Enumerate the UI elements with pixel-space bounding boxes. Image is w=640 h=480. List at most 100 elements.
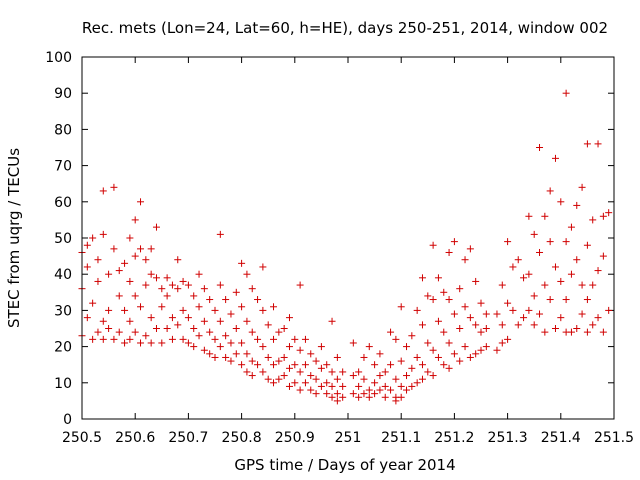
data-point (291, 361, 299, 369)
data-point (280, 325, 288, 332)
y-tick-label: 90 (54, 86, 72, 102)
data-point (83, 314, 91, 322)
data-point (137, 339, 145, 347)
data-point (296, 368, 304, 376)
data-point (477, 328, 485, 336)
data-point (456, 285, 464, 293)
data-point (126, 317, 134, 325)
data-point (599, 212, 607, 220)
data-point (355, 382, 363, 390)
data-point (142, 281, 150, 289)
data-point (349, 390, 357, 398)
data-point (259, 263, 267, 271)
data-point (599, 252, 607, 260)
data-point (152, 223, 160, 231)
data-point (424, 368, 432, 376)
data-point (184, 281, 192, 289)
data-point (296, 281, 304, 289)
data-point (312, 390, 320, 398)
data-point (328, 368, 336, 376)
data-point (466, 314, 474, 322)
data-point (445, 248, 453, 256)
x-tick-label: 250.6 (115, 430, 155, 446)
data-point (429, 241, 437, 249)
x-tick-label: 251.1 (381, 430, 421, 446)
y-axis-ticks: 0 10 20 30 40 50 60 70 80 90 100 (45, 50, 614, 428)
data-point (264, 353, 272, 361)
data-point (567, 223, 575, 231)
data-point (131, 328, 139, 336)
data-point (110, 335, 118, 343)
data-point (477, 299, 485, 307)
data-point (440, 328, 448, 336)
data-point (450, 310, 458, 318)
data-point (371, 390, 379, 398)
data-point (126, 335, 134, 343)
data-point (328, 393, 336, 401)
data-point (259, 368, 267, 376)
y-tick-label: 100 (45, 50, 72, 66)
x-tick-label: 250.5 (62, 430, 102, 446)
data-point (589, 216, 597, 224)
data-point (456, 325, 464, 332)
x-tick-label: 251 (335, 430, 362, 446)
data-point (392, 397, 400, 405)
data-point (152, 274, 160, 282)
data-point (403, 343, 411, 351)
data-point (418, 361, 426, 369)
data-point (248, 357, 256, 365)
data-point (504, 299, 512, 307)
x-axis-label: GPS time / Days of year 2014 (234, 456, 455, 474)
data-point (562, 89, 570, 97)
data-point (408, 332, 416, 340)
y-tick-label: 60 (54, 195, 72, 211)
data-point (105, 325, 113, 332)
data-point (211, 353, 219, 361)
data-point (301, 361, 309, 369)
x-tick-label: 250.9 (275, 430, 315, 446)
y-axis-label: STEC from uqrg / TECUs (5, 148, 23, 328)
data-point (248, 328, 256, 336)
data-point (275, 328, 283, 336)
data-point (307, 350, 315, 358)
data-point (349, 372, 357, 380)
data-point (307, 372, 315, 380)
data-point (583, 241, 591, 249)
data-point (142, 332, 150, 340)
data-point (376, 350, 384, 358)
data-point (115, 267, 123, 275)
chart-title: Rec. mets (Lon=24, Lat=60, h=HE), days 2… (82, 19, 608, 37)
y-tick-label: 40 (54, 267, 72, 283)
data-point (238, 259, 246, 267)
data-point (514, 256, 522, 264)
data-point (557, 314, 565, 322)
data-point (434, 353, 442, 361)
data-point (504, 238, 512, 246)
data-point (254, 296, 262, 304)
data-point (243, 317, 251, 325)
data-point (461, 303, 469, 311)
data-point (498, 281, 506, 289)
data-point (397, 393, 405, 401)
data-point (445, 339, 453, 347)
y-tick-label: 30 (54, 303, 72, 319)
data-point (179, 335, 187, 343)
data-point (206, 296, 214, 304)
data-point (498, 339, 506, 347)
data-point (583, 140, 591, 148)
x-tick-label: 251.2 (434, 430, 474, 446)
data-point (413, 353, 421, 361)
x-tick-label: 251.3 (488, 430, 528, 446)
data-point (190, 292, 198, 300)
data-point (158, 285, 166, 293)
data-point (536, 310, 544, 318)
data-point (387, 386, 395, 394)
x-tick-label: 251.4 (541, 430, 581, 446)
data-point (339, 382, 347, 390)
data-point (89, 335, 97, 343)
data-point (83, 263, 91, 271)
data-point (461, 256, 469, 264)
data-point (589, 321, 597, 329)
data-point (445, 296, 453, 304)
data-point (397, 382, 405, 390)
